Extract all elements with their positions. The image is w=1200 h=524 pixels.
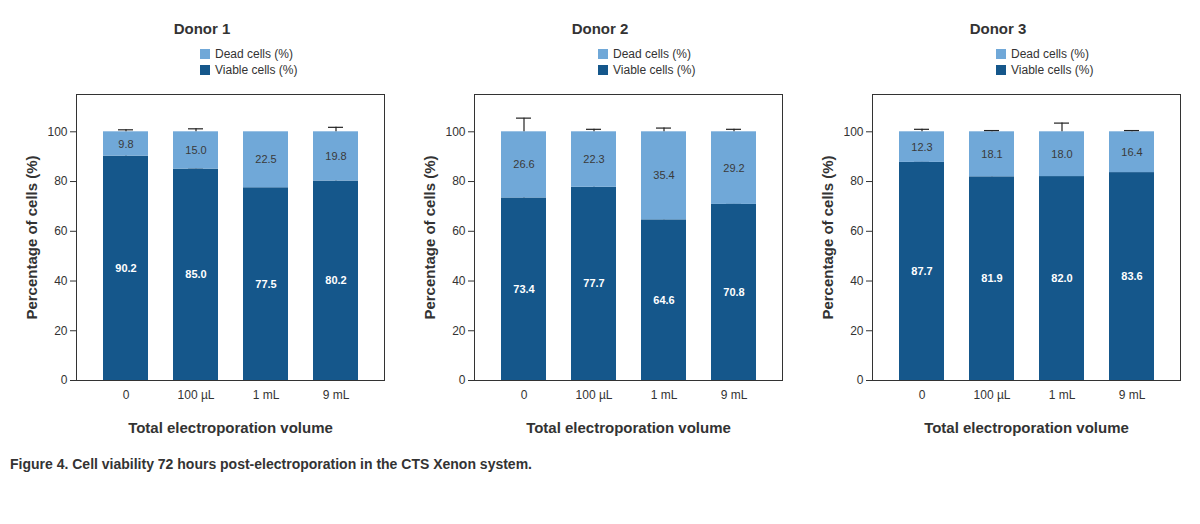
svg-text:20: 20 <box>54 324 68 338</box>
svg-text:20: 20 <box>452 324 466 338</box>
html-text:Dead cells (%): Dead cells (%) <box>215 47 293 61</box>
html-text:Dead cells (%): Dead cells (%) <box>613 47 691 61</box>
svg-text:22.3: 22.3 <box>583 153 604 165</box>
svg-text:15.0: 15.0 <box>185 144 206 156</box>
svg-text:9 mL: 9 mL <box>721 388 748 402</box>
svg-text:9.8: 9.8 <box>118 138 133 150</box>
svg-text:77.7: 77.7 <box>583 277 604 289</box>
svg-text:40: 40 <box>54 274 68 288</box>
svg-text:80: 80 <box>452 174 466 188</box>
html-text:Donor 3: Donor 3 <box>969 20 1027 37</box>
svg-text:Total electroporation volume: Total electroporation volume <box>128 419 333 436</box>
svg-text:40: 40 <box>452 274 466 288</box>
svg-text:0: 0 <box>919 388 926 402</box>
svg-text:100 µL: 100 µL <box>178 388 215 402</box>
svg-text:9 mL: 9 mL <box>323 388 350 402</box>
svg-text:22.5: 22.5 <box>255 153 276 165</box>
svg-text:Total electroporation volume: Total electroporation volume <box>526 419 731 436</box>
svg-text:60: 60 <box>850 224 864 238</box>
svg-text:16.4: 16.4 <box>1121 146 1142 158</box>
svg-text:60: 60 <box>452 224 466 238</box>
svg-text:26.6: 26.6 <box>513 158 534 170</box>
svg-text:0: 0 <box>123 388 130 402</box>
svg-text:83.6: 83.6 <box>1121 270 1142 282</box>
svg-text:Percentage of cells (%): Percentage of cells (%) <box>421 155 438 319</box>
svg-text:80: 80 <box>850 174 864 188</box>
svg-text:40: 40 <box>850 274 864 288</box>
svg-text:12.3: 12.3 <box>911 141 932 153</box>
svg-text:Percentage of cells (%): Percentage of cells (%) <box>819 155 836 319</box>
html-text:Viable cells (%): Viable cells (%) <box>1011 63 1094 77</box>
svg-text:100: 100 <box>47 125 67 139</box>
svg-text:Total electroporation volume: Total electroporation volume <box>924 419 1129 436</box>
svg-text:100 µL: 100 µL <box>974 388 1011 402</box>
svg-text:1 mL: 1 mL <box>651 388 678 402</box>
svg-text:18.0: 18.0 <box>1051 148 1072 160</box>
svg-text:35.4: 35.4 <box>653 169 674 181</box>
svg-text:82.0: 82.0 <box>1051 272 1072 284</box>
html-text:Dead cells (%): Dead cells (%) <box>1011 47 1089 61</box>
svg-text:70.8: 70.8 <box>723 286 744 298</box>
svg-text:29.2: 29.2 <box>723 162 744 174</box>
svg-text:81.9: 81.9 <box>981 272 1002 284</box>
svg-text:0: 0 <box>857 373 864 387</box>
svg-text:64.6: 64.6 <box>653 294 674 306</box>
svg-text:80.2: 80.2 <box>325 274 346 286</box>
html-text:Viable cells (%): Viable cells (%) <box>215 63 298 77</box>
html-text:Donor 1: Donor 1 <box>173 20 231 37</box>
svg-text:19.8: 19.8 <box>325 150 346 162</box>
html-text:Viable cells (%): Viable cells (%) <box>613 63 696 77</box>
svg-text:0: 0 <box>521 388 528 402</box>
svg-text:1 mL: 1 mL <box>1049 388 1076 402</box>
svg-text:80: 80 <box>54 174 68 188</box>
svg-text:60: 60 <box>54 224 68 238</box>
svg-text:Percentage of cells (%): Percentage of cells (%) <box>23 155 40 319</box>
html-text:Figure 4. Cell viability 72 ho: Figure 4. Cell viability 72 hours post-e… <box>10 456 532 472</box>
html-text:Donor 2: Donor 2 <box>571 20 629 37</box>
svg-text:1 mL: 1 mL <box>253 388 280 402</box>
svg-text:9 mL: 9 mL <box>1119 388 1146 402</box>
svg-text:85.0: 85.0 <box>185 268 206 280</box>
svg-text:0: 0 <box>459 373 466 387</box>
svg-text:20: 20 <box>850 324 864 338</box>
svg-text:18.1: 18.1 <box>981 148 1002 160</box>
svg-text:100 µL: 100 µL <box>576 388 613 402</box>
svg-text:73.4: 73.4 <box>513 283 535 295</box>
svg-text:77.5: 77.5 <box>255 278 276 290</box>
svg-text:100: 100 <box>843 125 863 139</box>
svg-text:100: 100 <box>445 125 465 139</box>
svg-text:0: 0 <box>61 373 68 387</box>
svg-text:90.2: 90.2 <box>115 262 136 274</box>
svg-text:87.7: 87.7 <box>911 265 932 277</box>
